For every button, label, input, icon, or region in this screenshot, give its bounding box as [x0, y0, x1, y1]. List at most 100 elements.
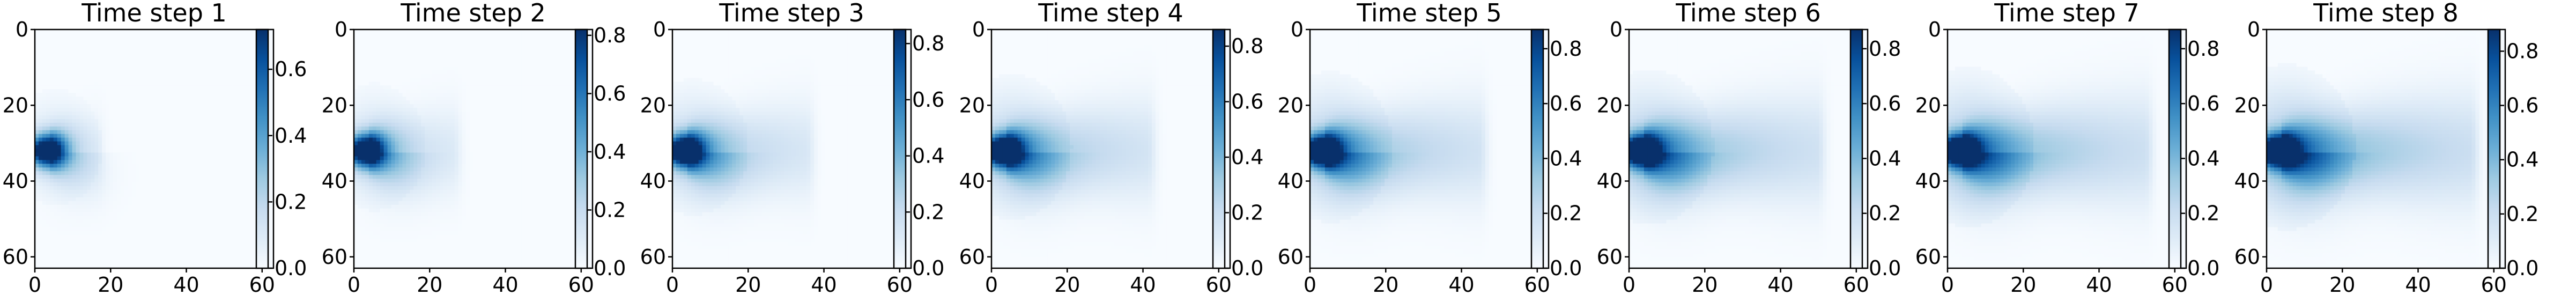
- heatmap-cell: [135, 137, 140, 142]
- heatmap-cell: [49, 234, 54, 239]
- heatmap-cell: [240, 201, 244, 205]
- heatmap-cell: [165, 48, 169, 53]
- heatmap-cell: [135, 253, 140, 257]
- heatmap-cell: [61, 137, 65, 142]
- heatmap-cell: [150, 152, 155, 157]
- heatmap-cell: [79, 89, 84, 93]
- heatmap-cell: [247, 44, 251, 49]
- heatmap-cell: [232, 156, 237, 160]
- heatmap-cell: [143, 115, 147, 120]
- heatmap-cell: [161, 238, 166, 242]
- heatmap-cell: [202, 189, 207, 194]
- heatmap-cell: [38, 30, 43, 34]
- heatmap-cell: [135, 104, 140, 108]
- heatmap-cell: [128, 36, 132, 41]
- heatmap-cell: [202, 104, 207, 108]
- heatmap-cell: [184, 122, 188, 127]
- heatmap-cell: [191, 175, 196, 179]
- heatmap-cell: [221, 74, 226, 78]
- heatmap-cell: [202, 216, 207, 220]
- heatmap-cell: [53, 115, 58, 120]
- heatmap-cell: [432, 36, 436, 41]
- heatmap-cell: [139, 212, 144, 217]
- heatmap-cell: [232, 167, 237, 172]
- heatmap-cell: [146, 253, 151, 257]
- heatmap-cell: [106, 33, 110, 38]
- heatmap-cell: [213, 167, 218, 172]
- heatmap-cell: [98, 36, 102, 41]
- heatmap-cell: [210, 156, 214, 160]
- heatmap-cell: [240, 67, 244, 71]
- heatmap-cell: [428, 44, 433, 49]
- heatmap-cell: [217, 249, 222, 254]
- heatmap-cell: [232, 59, 237, 64]
- heatmap-cell: [499, 70, 504, 75]
- heatmap-cell: [270, 33, 274, 38]
- heatmap-cell: [35, 264, 39, 269]
- heatmap-cell: [42, 197, 47, 202]
- heatmap-cell: [91, 160, 95, 164]
- heatmap-cell: [42, 145, 47, 150]
- heatmap-cell: [131, 223, 136, 228]
- heatmap-cell: [225, 182, 230, 187]
- heatmap-cell: [176, 246, 181, 250]
- heatmap-cell: [169, 227, 173, 232]
- heatmap-cell: [365, 48, 369, 53]
- heatmap-cell: [184, 234, 188, 239]
- heatmap-cell: [243, 156, 248, 160]
- heatmap-cell: [72, 242, 77, 246]
- heatmap-cell: [206, 141, 211, 146]
- heatmap-cell: [202, 249, 207, 254]
- heatmap-cell: [566, 51, 571, 56]
- heatmap-cell: [72, 246, 77, 250]
- heatmap-cell: [210, 189, 214, 194]
- heatmap-cell: [188, 242, 192, 246]
- heatmap-cell: [195, 70, 199, 75]
- heatmap-cell: [57, 253, 62, 257]
- heatmap-cell: [161, 193, 166, 198]
- heatmap-cell: [94, 189, 99, 194]
- heatmap-cell: [225, 234, 230, 239]
- heatmap-cell: [450, 55, 455, 60]
- heatmap-cell: [139, 97, 144, 101]
- heatmap-cell: [236, 97, 241, 101]
- heatmap-cell: [270, 40, 274, 45]
- heatmap-cell: [76, 67, 80, 71]
- heatmap-cell: [35, 130, 39, 135]
- heatmap-cell: [251, 119, 255, 123]
- heatmap-cell: [165, 152, 169, 157]
- heatmap-cell: [217, 219, 222, 224]
- heatmap-cell: [247, 152, 251, 157]
- heatmap-cell: [139, 201, 144, 205]
- heatmap-cell: [161, 104, 166, 108]
- heatmap-cell: [79, 257, 84, 261]
- heatmap-cell: [270, 51, 274, 56]
- heatmap-cell: [102, 238, 106, 242]
- heatmap-cell: [42, 30, 47, 34]
- heatmap-cell: [395, 55, 399, 60]
- heatmap-cell: [102, 51, 106, 56]
- heatmap-cell: [49, 179, 54, 183]
- heatmap-cell: [532, 74, 537, 78]
- heatmap-cell: [120, 227, 125, 232]
- heatmap-cell: [72, 212, 77, 217]
- heatmap-cell: [98, 227, 102, 232]
- heatmap-cell: [49, 186, 54, 190]
- heatmap-cell: [169, 85, 173, 90]
- heatmap-cell: [221, 204, 226, 209]
- heatmap-cell: [143, 227, 147, 232]
- heatmap-cell: [221, 156, 226, 160]
- heatmap-cell: [243, 160, 248, 164]
- heatmap-cell: [228, 212, 233, 217]
- heatmap-cell: [188, 108, 192, 112]
- heatmap-cell: [165, 115, 169, 120]
- heatmap-cell: [469, 63, 474, 68]
- heatmap-cell: [38, 82, 43, 86]
- heatmap-cell: [221, 36, 226, 41]
- heatmap-cell: [492, 55, 496, 60]
- heatmap-cell: [195, 219, 199, 224]
- heatmap-cell: [191, 97, 196, 101]
- heatmap-cell: [124, 179, 129, 183]
- heatmap-cell: [469, 59, 474, 64]
- heatmap-cell: [532, 33, 537, 38]
